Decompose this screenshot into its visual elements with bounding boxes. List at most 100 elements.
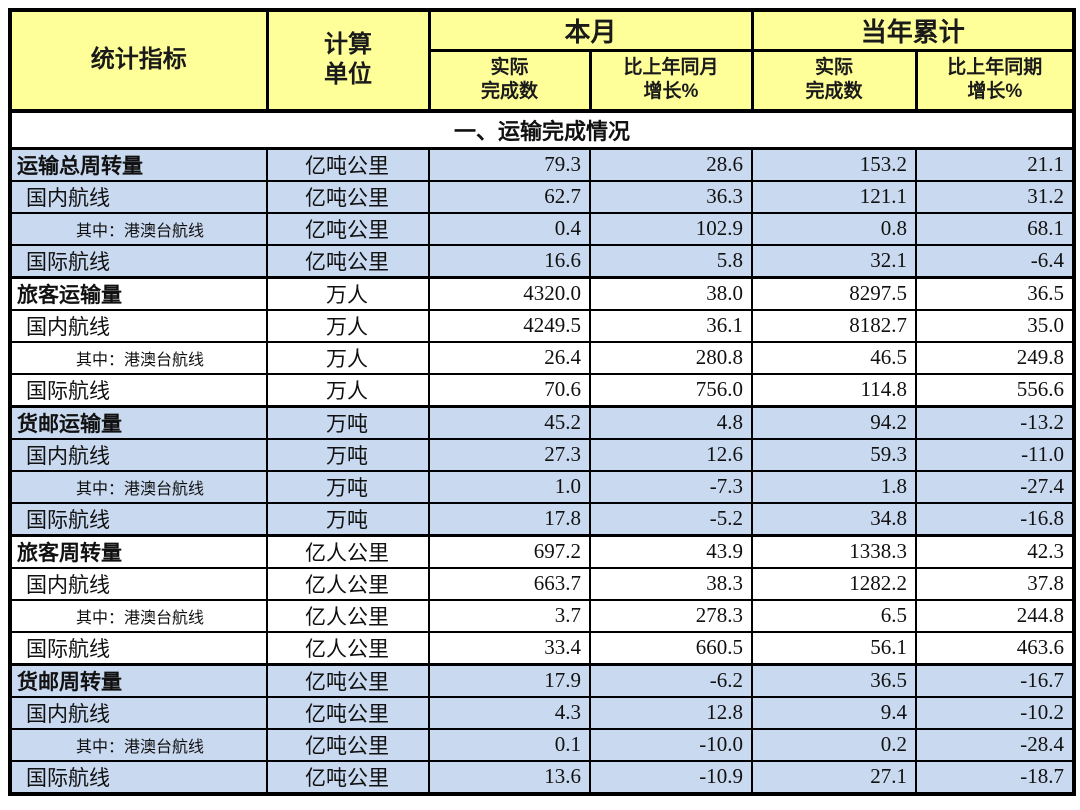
value-cell: 121.1 xyxy=(751,179,918,214)
table-row: 旅客运输量 万人 4320.0 38.0 8297.5 36.5 xyxy=(9,276,1076,311)
indicator-cell: 其中：港澳台航线 xyxy=(9,727,268,762)
value-cell: -7.3 xyxy=(588,469,754,504)
indicator-cell: 运输总周转量 xyxy=(9,147,268,182)
value-cell: 102.9 xyxy=(588,211,754,246)
value-cell: 9.4 xyxy=(751,695,918,730)
indicator-cell: 国内航线 xyxy=(9,695,268,730)
value-cell: 1338.3 xyxy=(751,534,918,569)
value-cell: 12.8 xyxy=(588,695,754,730)
value-cell: 35.0 xyxy=(915,308,1076,343)
indicator-cell: 国内航线 xyxy=(9,437,268,472)
unit-cell: 亿吨公里 xyxy=(266,759,430,795)
value-cell: 32.1 xyxy=(751,243,918,279)
value-cell: 663.7 xyxy=(428,566,591,601)
table-row: 其中：港澳台航线 万人 26.4 280.8 46.5 249.8 xyxy=(9,340,1076,375)
table-row: 其中：港澳台航线 亿吨公里 0.4 102.9 0.8 68.1 xyxy=(9,211,1076,246)
value-cell: -11.0 xyxy=(915,437,1076,472)
value-cell: 278.3 xyxy=(588,598,754,633)
value-cell: -13.2 xyxy=(915,405,1076,440)
value-cell: 1282.2 xyxy=(751,566,918,601)
indicator-cell: 其中：港澳台航线 xyxy=(9,598,268,633)
value-cell: 12.6 xyxy=(588,437,754,472)
value-cell: 1.8 xyxy=(751,469,918,504)
unit-cell: 万人 xyxy=(266,276,430,311)
value-cell: 13.6 xyxy=(428,759,591,795)
value-cell: 34.8 xyxy=(751,501,918,537)
indicator-cell: 其中：港澳台航线 xyxy=(9,340,268,375)
unit-cell: 万人 xyxy=(266,340,430,375)
value-cell: -28.4 xyxy=(915,727,1076,762)
table-row: 货邮运输量 万吨 45.2 4.8 94.2 -13.2 xyxy=(9,405,1076,440)
value-cell: 556.6 xyxy=(915,372,1076,408)
value-cell: 8297.5 xyxy=(751,276,918,311)
header-ytd-growth: 比上年同期 增长% xyxy=(914,49,1076,112)
value-cell: 38.3 xyxy=(588,566,754,601)
unit-cell: 亿人公里 xyxy=(266,566,430,601)
value-cell: 4.3 xyxy=(428,695,591,730)
indicator-cell: 旅客运输量 xyxy=(9,276,268,311)
indicator-cell: 其中：港澳台航线 xyxy=(9,469,268,504)
indicator-cell: 货邮运输量 xyxy=(9,405,268,440)
value-cell: 0.4 xyxy=(428,211,591,246)
value-cell: 94.2 xyxy=(751,405,918,440)
header-current-month: 本月 xyxy=(427,8,754,52)
value-cell: 0.2 xyxy=(751,727,918,762)
value-cell: -16.8 xyxy=(915,501,1076,537)
value-cell: 660.5 xyxy=(588,630,754,666)
indicator-cell: 国际航线 xyxy=(9,501,268,537)
value-cell: 249.8 xyxy=(915,340,1076,375)
table-row: 运输总周转量 亿吨公里 79.3 28.6 153.2 21.1 xyxy=(9,147,1076,182)
unit-cell: 亿吨公里 xyxy=(266,243,430,279)
table-row: 国际航线 亿人公里 33.4 660.5 56.1 463.6 xyxy=(9,630,1076,666)
value-cell: 17.8 xyxy=(428,501,591,537)
value-cell: 62.7 xyxy=(428,179,591,214)
unit-cell: 亿吨公里 xyxy=(266,179,430,214)
value-cell: -6.4 xyxy=(915,243,1076,279)
value-cell: 1.0 xyxy=(428,469,591,504)
indicator-cell: 国内航线 xyxy=(9,566,268,601)
value-cell: 36.5 xyxy=(751,663,918,698)
indicator-cell: 国际航线 xyxy=(9,372,268,408)
value-cell: 5.8 xyxy=(588,243,754,279)
unit-cell: 万人 xyxy=(266,372,430,408)
value-cell: 79.3 xyxy=(428,147,591,182)
value-cell: 114.8 xyxy=(751,372,918,408)
table-row: 货邮周转量 亿吨公里 17.9 -6.2 36.5 -16.7 xyxy=(9,663,1076,698)
value-cell: 56.1 xyxy=(751,630,918,666)
table-row: 国内航线 亿吨公里 62.7 36.3 121.1 31.2 xyxy=(9,179,1076,214)
value-cell: 6.5 xyxy=(751,598,918,633)
header-unit: 计算 单位 xyxy=(265,8,431,112)
unit-cell: 亿吨公里 xyxy=(266,663,430,698)
value-cell: 4.8 xyxy=(588,405,754,440)
header-year-to-date: 当年累计 xyxy=(750,8,1076,52)
value-cell: -10.9 xyxy=(588,759,754,795)
unit-cell: 万人 xyxy=(266,308,430,343)
value-cell: 33.4 xyxy=(428,630,591,666)
unit-cell: 亿人公里 xyxy=(266,534,430,569)
indicator-cell: 国际航线 xyxy=(9,759,268,795)
value-cell: 26.4 xyxy=(428,340,591,375)
table-header: 统计指标 计算 单位 本月 当年累计 实际 完成数 比上年同月 增长% 实际 完… xyxy=(8,8,1076,112)
table-row: 国际航线 万吨 17.8 -5.2 34.8 -16.8 xyxy=(9,501,1076,537)
value-cell: 59.3 xyxy=(751,437,918,472)
value-cell: 463.6 xyxy=(915,630,1076,666)
table-row: 国内航线 亿吨公里 4.3 12.8 9.4 -10.2 xyxy=(9,695,1076,730)
value-cell: 244.8 xyxy=(915,598,1076,633)
indicator-cell: 国际航线 xyxy=(9,243,268,279)
unit-cell: 亿吨公里 xyxy=(266,211,430,246)
value-cell: -10.2 xyxy=(915,695,1076,730)
value-cell: 0.8 xyxy=(751,211,918,246)
value-cell: 756.0 xyxy=(588,372,754,408)
value-cell: 68.1 xyxy=(915,211,1076,246)
indicator-cell: 货邮周转量 xyxy=(9,663,268,698)
indicator-cell: 其中：港澳台航线 xyxy=(9,211,268,246)
unit-cell: 亿吨公里 xyxy=(266,695,430,730)
table-row: 其中：港澳台航线 万吨 1.0 -7.3 1.8 -27.4 xyxy=(9,469,1076,504)
header-month-actual: 实际 完成数 xyxy=(427,49,592,112)
value-cell: 36.5 xyxy=(915,276,1076,311)
value-cell: -5.2 xyxy=(588,501,754,537)
unit-cell: 万吨 xyxy=(266,437,430,472)
header-indicator: 统计指标 xyxy=(8,8,269,112)
unit-cell: 亿人公里 xyxy=(266,598,430,633)
value-cell: 4249.5 xyxy=(428,308,591,343)
